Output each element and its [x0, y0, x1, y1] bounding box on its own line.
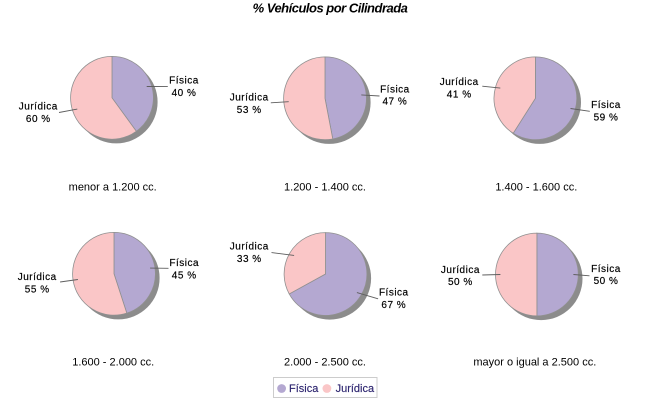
- svg-text:40 %: 40 %: [172, 88, 197, 99]
- svg-text:Jurídica: Jurídica: [230, 242, 269, 253]
- svg-text:45 %: 45 %: [172, 271, 197, 282]
- svg-text:53 %: 53 %: [237, 105, 262, 116]
- svg-text:55 %: 55 %: [25, 285, 50, 296]
- svg-text:Jurídica: Jurídica: [441, 265, 480, 276]
- svg-text:Jurídica: Jurídica: [19, 102, 58, 113]
- svg-text:Física: Física: [289, 383, 319, 395]
- svg-text:mayor o igual a 2.500 cc.: mayor o igual a 2.500 cc.: [473, 357, 596, 369]
- svg-text:Jurídica: Jurídica: [230, 93, 269, 104]
- svg-text:59 %: 59 %: [594, 113, 619, 124]
- svg-text:Jurídica: Jurídica: [336, 383, 375, 395]
- svg-text:60 %: 60 %: [26, 114, 51, 125]
- svg-text:2.000 - 2.500 cc.: 2.000 - 2.500 cc.: [284, 356, 366, 368]
- svg-text:1.200 - 1.400 cc.: 1.200 - 1.400 cc.: [284, 182, 366, 194]
- svg-text:47 %: 47 %: [383, 97, 408, 108]
- svg-text:Física: Física: [591, 100, 621, 111]
- svg-text:50 %: 50 %: [594, 276, 619, 287]
- svg-text:41 %: 41 %: [447, 90, 472, 101]
- svg-text:Física: Física: [169, 76, 199, 87]
- svg-text:Jurídica: Jurídica: [440, 77, 479, 88]
- svg-text:1.400 - 1.600 cc.: 1.400 - 1.600 cc.: [495, 182, 577, 194]
- svg-text:33 %: 33 %: [237, 254, 262, 265]
- svg-text:50 %: 50 %: [448, 277, 473, 288]
- svg-text:menor a 1.200 cc.: menor a 1.200 cc.: [69, 182, 157, 194]
- svg-text:Física: Física: [379, 288, 409, 299]
- svg-text:Física: Física: [591, 264, 621, 275]
- svg-text:Física: Física: [169, 258, 199, 269]
- svg-text:Física: Física: [380, 84, 410, 95]
- svg-text:Jurídica: Jurídica: [18, 272, 57, 283]
- svg-text:67 %: 67 %: [381, 300, 406, 311]
- svg-text:% Vehículos por Cilindrada: % Vehículos por Cilindrada: [253, 1, 408, 16]
- svg-text:1.600 - 2.000 cc.: 1.600 - 2.000 cc.: [72, 356, 154, 368]
